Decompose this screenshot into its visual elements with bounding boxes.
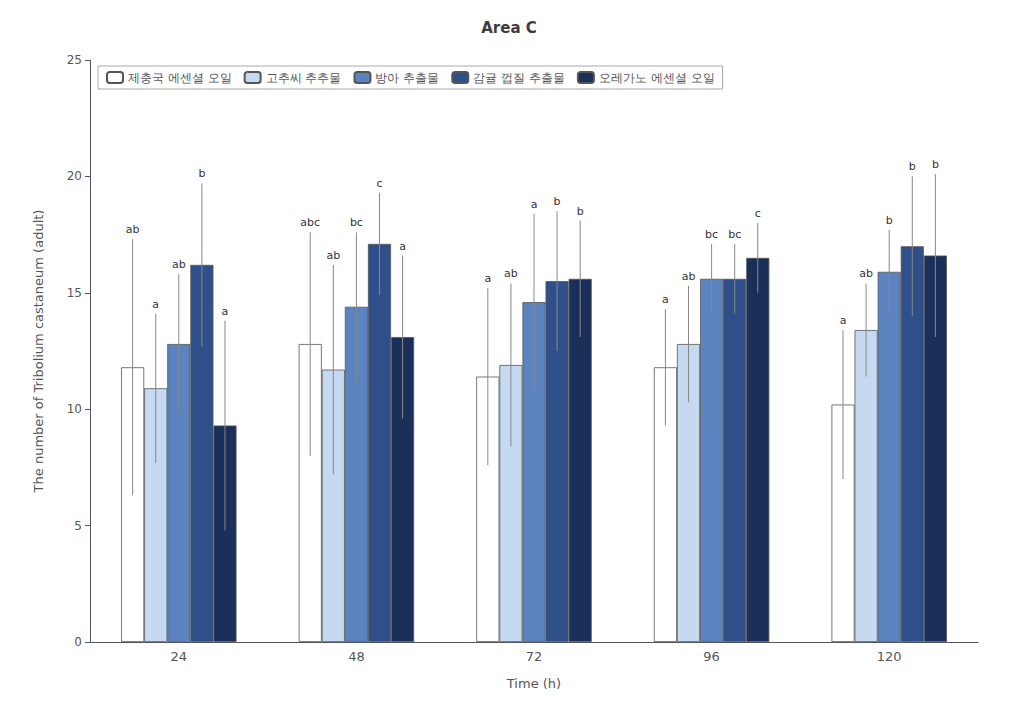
svg-text:ab: ab bbox=[504, 267, 518, 280]
svg-text:a: a bbox=[222, 305, 229, 318]
svg-text:a: a bbox=[840, 314, 847, 327]
svg-text:abc: abc bbox=[300, 216, 320, 229]
svg-text:20: 20 bbox=[67, 169, 82, 183]
svg-text:b: b bbox=[198, 167, 205, 180]
svg-text:a: a bbox=[399, 240, 406, 253]
svg-text:b: b bbox=[577, 205, 584, 218]
svg-text:0: 0 bbox=[74, 635, 82, 649]
svg-text:bc: bc bbox=[728, 228, 741, 241]
svg-text:ab: ab bbox=[859, 267, 873, 280]
svg-text:24: 24 bbox=[171, 649, 188, 664]
svg-text:Time (h): Time (h) bbox=[506, 676, 561, 691]
svg-text:감귤 껍질 추출물: 감귤 껍질 추출물 bbox=[473, 71, 565, 85]
svg-text:b: b bbox=[886, 214, 893, 227]
svg-text:15: 15 bbox=[67, 286, 82, 300]
svg-text:a: a bbox=[484, 272, 491, 285]
svg-text:b: b bbox=[554, 195, 561, 208]
svg-text:ab: ab bbox=[326, 249, 340, 262]
svg-text:a: a bbox=[531, 198, 538, 211]
svg-text:제충국 에센셜 오일: 제충국 에센셜 오일 bbox=[128, 71, 232, 85]
svg-text:b: b bbox=[932, 158, 939, 171]
svg-text:고추씨 추추물: 고추씨 추추물 bbox=[266, 71, 342, 85]
svg-text:a: a bbox=[152, 298, 159, 311]
svg-text:c: c bbox=[376, 177, 382, 190]
svg-text:48: 48 bbox=[348, 649, 365, 664]
svg-text:방아 추출물: 방아 추출물 bbox=[375, 71, 439, 85]
svg-text:25: 25 bbox=[67, 53, 82, 67]
svg-text:ab: ab bbox=[172, 258, 186, 271]
svg-text:120: 120 bbox=[877, 649, 902, 664]
svg-text:72: 72 bbox=[526, 649, 543, 664]
svg-text:ab: ab bbox=[126, 223, 140, 236]
svg-text:b: b bbox=[909, 160, 916, 173]
svg-text:10: 10 bbox=[67, 402, 82, 416]
svg-text:오레가노 에센셜 오일: 오레가노 에센셜 오일 bbox=[599, 71, 715, 85]
svg-text:c: c bbox=[755, 207, 761, 220]
svg-text:5: 5 bbox=[74, 519, 82, 533]
svg-text:bc: bc bbox=[705, 228, 718, 241]
svg-text:Area C: Area C bbox=[481, 19, 537, 37]
svg-text:a: a bbox=[662, 293, 669, 306]
svg-text:The number of Tribolium castan: The number of Tribolium castaneum (adult… bbox=[31, 210, 46, 494]
svg-text:bc: bc bbox=[350, 216, 363, 229]
svg-text:ab: ab bbox=[682, 270, 696, 283]
svg-text:96: 96 bbox=[703, 649, 720, 664]
